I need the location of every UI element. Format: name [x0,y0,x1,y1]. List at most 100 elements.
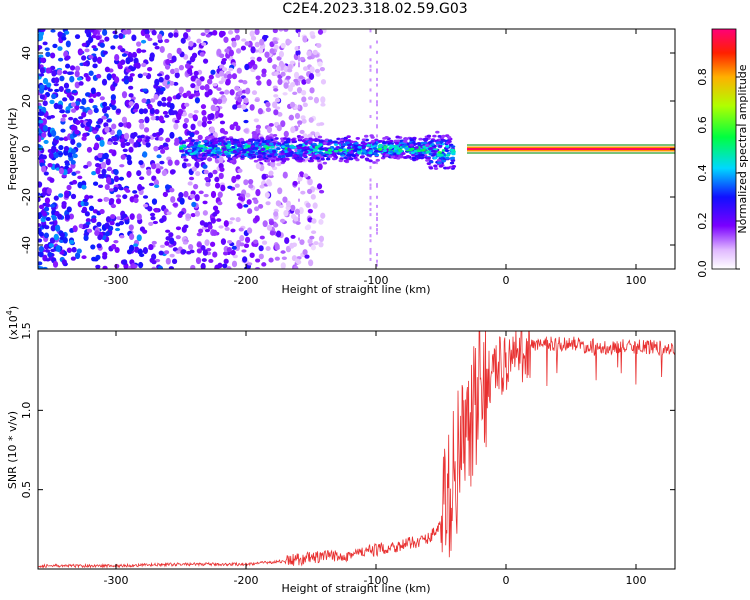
spectrogram-cell [281,159,287,163]
spectrogram-cell [225,137,230,141]
spectrogram-cell [395,146,401,150]
spectrogram-cell [318,219,324,225]
spectrogram-x-label: Height of straight line (km) [281,283,430,296]
spectrogram-cell [204,29,210,34]
spectrogram-cell [221,58,227,62]
spectrogram-cell [62,70,68,75]
spectrogram-cell [196,38,202,44]
spectrogram-cell [290,81,296,88]
spectrogram-cell [242,256,248,263]
spectrogram-cell [111,105,117,111]
spectrogram-cell [280,71,286,77]
spectrogram-cell [121,116,128,124]
spectrogram-cell [312,142,317,146]
spectrogram-cell [433,167,439,170]
spectrogram-cell [160,148,166,154]
spectrogram-cell [86,160,92,167]
spectrogram-cell [308,117,314,123]
spectrogram-cell [150,115,156,121]
spectrogram-cell [298,62,300,66]
spectrogram-cell [101,78,108,86]
spectrogram-cell [179,197,185,205]
spectrogram-cell [190,212,196,218]
spectrogram-cell [449,148,455,152]
spectrogram-cell [242,150,247,154]
spectrogram-cell [163,146,170,151]
spectrogram-cell [276,147,281,150]
spectrogram-cell [290,234,296,239]
spectrogram-cell [302,66,309,72]
spectrogram-cell [99,209,105,215]
spectrogram-cell [45,67,51,74]
colorbar-tick-label: 0.6 [696,116,709,134]
spectrogram-cell [158,136,164,141]
spectrogram-cell [320,96,326,104]
spectrogram-cell [303,173,309,178]
spectrogram-cell [232,150,238,154]
spectrogram-cell [44,47,50,51]
spectrogram-cell [246,199,252,205]
spectrogram-cell [355,137,361,140]
spectrogram-cell [264,51,270,58]
spectrogram-cell [376,263,378,267]
spectrogram-cell [38,119,44,124]
spectrogram-cell [155,168,161,174]
spectrogram-cell [141,49,147,53]
spectrogram-cell [298,198,300,202]
spectrogram-cell [194,139,200,142]
spectrogram-cell [266,139,271,143]
spectrogram-cell [104,222,110,229]
spectrogram-cell [251,131,257,136]
spectrogram-cell [199,52,205,57]
spectrogram-cell [187,67,193,75]
spectrogram-cell [165,137,171,143]
spectrogram-cell [327,151,333,155]
carrier-core [467,148,675,150]
spectrogram-cell [254,98,260,102]
spectrogram-cell [59,109,65,114]
spectrogram-cell [274,97,281,103]
spectrogram-cell [268,257,274,263]
spectrogram-cell [181,111,188,117]
spectrogram-cell [42,266,48,269]
spectrogram-cell [210,139,215,143]
spectrogram-cell [331,157,337,161]
spectrogram-cell [94,163,101,168]
spectrogram-cell [173,123,179,130]
spectrogram-cell [133,197,139,204]
spectrogram-cell [38,150,41,157]
spectrogram-cell [150,216,156,221]
spectrogram-cell [317,135,323,139]
spectrogram-cell [191,166,197,172]
spectrogram-cell [156,154,162,159]
spectrogram-cell [376,161,378,165]
spectrogram-cell [404,147,410,151]
spectrogram-cell [55,244,61,252]
spectrogram-cell [292,154,298,158]
spectrogram-cell [64,30,70,35]
spectrogram-cell [302,154,307,158]
spectrogram-cell [219,138,224,142]
spectrogram-cell [125,68,132,73]
spectrogram-cell [219,120,226,125]
spectrogram-cell [95,167,101,175]
spectrogram-cell [273,94,279,98]
spectrogram-cell [81,255,87,260]
spectrogram-cell [41,118,47,126]
spectrogram-cell [136,48,142,54]
spectrogram-cell [318,189,325,194]
spectrogram-cell [126,122,132,129]
spectrogram-cell [195,257,202,265]
spectrogram-cell [212,155,217,159]
spectrogram-cell [268,220,275,226]
spectrogram-cell [261,68,267,75]
spectrogram-cell [437,134,442,138]
spectrogram-cell [265,159,271,163]
spectrogram-cell [266,126,273,134]
spectrogram-cell [298,174,300,178]
spectrogram-cell [298,45,300,49]
spectrogram-cell [168,32,174,38]
spectrogram-cell [111,243,117,250]
spectrogram-cell [441,159,446,163]
spectrogram-cell [280,262,286,269]
